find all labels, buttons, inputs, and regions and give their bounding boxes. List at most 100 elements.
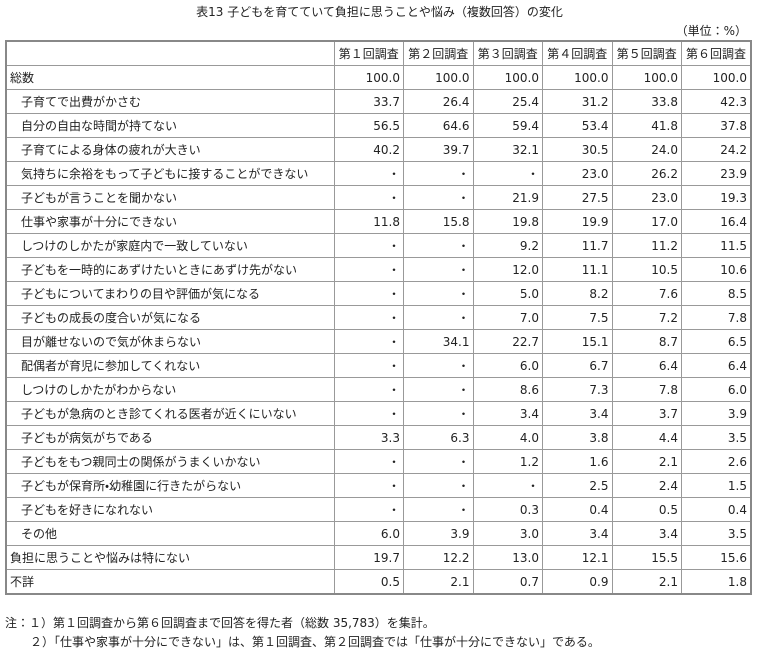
cell-value: 37.8 xyxy=(681,113,752,138)
cell-value: 23.0 xyxy=(611,185,682,210)
table-row: 子どもをもつ親同士の関係がうまくいかない・・ 1.2 1.6 2.1 2.6 xyxy=(5,449,752,474)
table-row: 不詳 0.5 2.1 0.7 0.9 2.1 1.8 xyxy=(5,569,752,595)
table-row: 子どもが病気がちである 3.3 6.3 4.0 3.8 4.4 3.5 xyxy=(5,425,752,450)
cell-value: 3.9 xyxy=(681,401,752,426)
cell-value: 7.0 xyxy=(472,305,543,330)
cell-value: 1.2 xyxy=(472,449,543,474)
cell-value: 32.1 xyxy=(472,137,543,162)
cell-value: ・ xyxy=(333,305,404,330)
row-label: 子どもをもつ親同士の関係がうまくいかない xyxy=(5,449,335,474)
cell-value: 0.9 xyxy=(542,569,613,595)
table-row: 総数 100.0 100.0 100.0 100.0 100.0 100.0 xyxy=(5,65,752,90)
row-label: 負担に思うことや悩みは特にない xyxy=(5,545,335,570)
header-row: 第１回調査 第２回調査 第３回調査 第４回調査 第５回調査 第６回調査 xyxy=(5,40,752,66)
table-row: 子どもが言うことを聞かない・・ 21.9 27.5 23.0 19.3 xyxy=(5,185,752,210)
table-row: 子どもについてまわりの目や評価が気になる・・ 5.0 8.2 7.6 8.5 xyxy=(5,281,752,306)
row-label: その他 xyxy=(5,521,335,546)
cell-value: 3.4 xyxy=(542,401,613,426)
cell-value: 33.7 xyxy=(333,89,404,114)
cell-value: 21.9 xyxy=(472,185,543,210)
column-header: 第４回調査 xyxy=(542,40,613,66)
row-label: 総数 xyxy=(5,65,335,90)
cell-value: 2.5 xyxy=(542,473,613,498)
cell-value: 2.1 xyxy=(403,569,474,595)
row-label: 仕事や家事が十分にできない xyxy=(5,209,335,234)
cell-value: 7.8 xyxy=(611,377,682,402)
cell-value: ・ xyxy=(333,329,404,354)
cell-value: 100.0 xyxy=(542,65,613,90)
cell-value: 25.4 xyxy=(472,89,543,114)
cell-value: 0.4 xyxy=(542,497,613,522)
cell-value: 2.1 xyxy=(611,569,682,595)
cell-value: ・ xyxy=(403,305,474,330)
cell-value: ・ xyxy=(403,353,474,378)
table-row: 気持ちに余裕をもって子どもに接することができない・・・ 23.0 26.2 23.9 xyxy=(5,161,752,186)
cell-value: 9.2 xyxy=(472,233,543,258)
cell-value: 4.0 xyxy=(472,425,543,450)
cell-value: 33.8 xyxy=(611,89,682,114)
cell-value: 19.8 xyxy=(472,209,543,234)
cell-value: 100.0 xyxy=(681,65,752,90)
cell-value: 0.7 xyxy=(472,569,543,595)
row-label: 子どもを好きになれない xyxy=(5,497,335,522)
cell-value: 22.7 xyxy=(472,329,543,354)
row-label: 子どもの成長の度合いが気になる xyxy=(5,305,335,330)
cell-value: 53.4 xyxy=(542,113,613,138)
column-header: 第１回調査 xyxy=(333,40,404,66)
table-row: しつけのしかたが家庭内で一致していない・・ 9.2 11.7 11.2 11.5 xyxy=(5,233,752,258)
corner-cell xyxy=(5,40,335,66)
cell-value: 6.0 xyxy=(333,521,404,546)
cell-value: 34.1 xyxy=(403,329,474,354)
table-row: 子どもを一時的にあずけたいときにあずけ先がない・・ 12.0 11.1 10.5 10.… xyxy=(5,257,752,282)
cell-value: 6.0 xyxy=(472,353,543,378)
cell-value: 2.1 xyxy=(611,449,682,474)
cell-value: 8.6 xyxy=(472,377,543,402)
table-row: 子どもの成長の度合いが気になる・・ 7.0 7.5 7.2 7.8 xyxy=(5,305,752,330)
cell-value: ・ xyxy=(403,233,474,258)
table-row: その他 6.0 3.9 3.0 3.4 3.4 3.5 xyxy=(5,521,752,546)
cell-value: 41.8 xyxy=(611,113,682,138)
cell-value: 3.5 xyxy=(681,425,752,450)
table: 第１回調査 第２回調査 第３回調査 第４回調査 第５回調査 第６回調査 総数 100.0 10… xyxy=(5,40,752,595)
cell-value: 0.5 xyxy=(611,497,682,522)
row-label: 自分の自由な時間が持てない xyxy=(5,113,335,138)
cell-value: ・ xyxy=(333,185,404,210)
cell-value: 0.3 xyxy=(472,497,543,522)
cell-value: 8.5 xyxy=(681,281,752,306)
cell-value: ・ xyxy=(403,377,474,402)
cell-value: 15.8 xyxy=(403,209,474,234)
cell-value: 7.3 xyxy=(542,377,613,402)
cell-value: 19.9 xyxy=(542,209,613,234)
cell-value: 11.1 xyxy=(542,257,613,282)
column-header: 第３回調査 xyxy=(472,40,543,66)
cell-value: 100.0 xyxy=(403,65,474,90)
cell-value: 100.0 xyxy=(333,65,404,90)
cell-value: 3.7 xyxy=(611,401,682,426)
cell-value: 15.1 xyxy=(542,329,613,354)
row-label: 子育てによる身体の疲れが大きい xyxy=(5,137,335,162)
cell-value: 0.4 xyxy=(681,497,752,522)
row-label: 子どもを一時的にあずけたいときにあずけ先がない xyxy=(5,257,335,282)
cell-value: 64.6 xyxy=(403,113,474,138)
cell-value: 3.5 xyxy=(681,521,752,546)
row-label: しつけのしかたが家庭内で一致していない xyxy=(5,233,335,258)
cell-value: ・ xyxy=(403,281,474,306)
cell-value: ・ xyxy=(403,185,474,210)
table-row: 自分の自由な時間が持てない 56.5 64.6 59.4 53.4 41.8 37.8 xyxy=(5,113,752,138)
cell-value: 8.7 xyxy=(611,329,682,354)
cell-value: ・ xyxy=(403,473,474,498)
cell-value: ・ xyxy=(333,281,404,306)
table-row: しつけのしかたがわからない・・ 8.6 7.3 7.8 6.0 xyxy=(5,377,752,402)
cell-value: 6.4 xyxy=(611,353,682,378)
cell-value: 7.2 xyxy=(611,305,682,330)
cell-value: 3.4 xyxy=(611,521,682,546)
cell-value: 3.8 xyxy=(542,425,613,450)
cell-value: 6.4 xyxy=(681,353,752,378)
table-row: 子どもを好きになれない・・ 0.3 0.4 0.5 0.4 xyxy=(5,497,752,522)
cell-value: 40.2 xyxy=(333,137,404,162)
cell-value: 7.5 xyxy=(542,305,613,330)
cell-value: ・ xyxy=(333,473,404,498)
cell-value: 15.6 xyxy=(681,545,752,570)
cell-value: 56.5 xyxy=(333,113,404,138)
cell-value: ・ xyxy=(472,473,543,498)
